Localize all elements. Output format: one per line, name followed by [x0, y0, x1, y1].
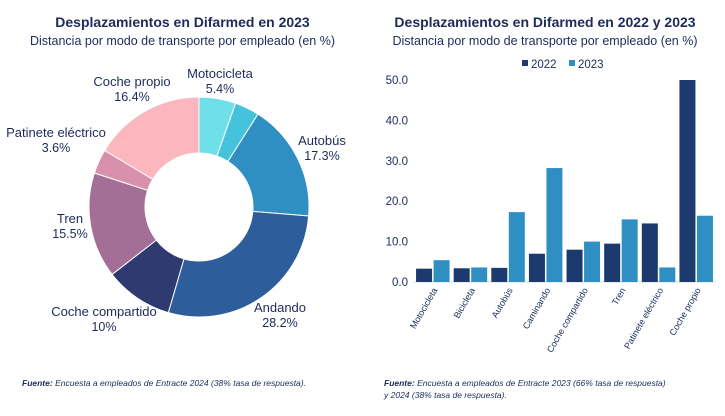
- pie-label: Motocicleta: [187, 66, 254, 81]
- y-tick-label: 50.0: [386, 75, 408, 87]
- pie-value-label: 5.4%: [206, 82, 235, 96]
- bar-chart-title: Desplazamientos en Difarmed en 2022 y 20…: [394, 14, 696, 30]
- y-tick-label: 30.0: [386, 156, 408, 168]
- bar-chart-source: Fuente: Encuesta a empleados de Entracte…: [384, 378, 666, 400]
- bar-2023-motocicleta: [433, 260, 450, 282]
- bar-2023-caminando: [546, 168, 563, 282]
- bar-chart-subtitle: Distancia por modo de transporte por emp…: [392, 34, 698, 48]
- donut-chart-source: Fuente: Encuesta a empleados de Entracte…: [22, 378, 306, 388]
- bar-2022-patinete-eléctrico: [641, 223, 658, 282]
- donut-chart-subtitle: Distancia por modo de transporte por emp…: [29, 34, 336, 48]
- bar-2023-autobús: [508, 212, 525, 282]
- pie-label: Coche compartido: [51, 304, 157, 319]
- bar-chart-panel: Desplazamientos en Difarmed en 2022 y 20…: [365, 0, 725, 416]
- x-tick-label: Tren: [610, 286, 628, 307]
- donut-chart-title: Desplazamientos en Difarmed en 2023: [55, 14, 310, 30]
- x-tick-label: Bicicleta: [452, 286, 477, 320]
- pie-label: Tren: [57, 211, 83, 226]
- bar-2023-tren: [621, 219, 638, 282]
- pie-value-label: 28.2%: [262, 316, 297, 330]
- x-tick-label: Coche compartido: [545, 286, 590, 354]
- y-tick-label: 0.0: [392, 277, 408, 289]
- y-tick-label: 20.0: [386, 196, 408, 208]
- x-tick-label: Autobús: [490, 286, 515, 320]
- bar-2023-coche-propio: [696, 215, 713, 282]
- pie-label: Andando: [254, 300, 306, 315]
- bar-2023-coche-compartido: [584, 241, 601, 282]
- x-tick-label: Caminando: [521, 286, 553, 331]
- donut-chart-panel: Desplazamientos en Difarmed en 2023 Dist…: [6, 14, 346, 388]
- pie-value-label: 3.6%: [42, 141, 71, 155]
- x-tick-label: Coche propio: [667, 286, 702, 337]
- bar-2022-autobús: [491, 267, 508, 282]
- pie-value-label: 10%: [91, 320, 116, 334]
- pie-slice-andando: [167, 210, 310, 318]
- bar-2022-bicicleta: [453, 268, 470, 282]
- bar-2022-motocicleta: [416, 268, 433, 282]
- bar-2022-caminando: [528, 253, 545, 282]
- pie-value-label: 16.4%: [114, 90, 149, 104]
- pie-slice-coche-propio: [103, 96, 200, 180]
- pie-label: Autobús: [298, 133, 346, 148]
- legend-swatch: [522, 60, 528, 66]
- x-tick-label: Patinete eléctrico: [622, 286, 665, 351]
- bar-2023-patinete-eléctrico: [659, 267, 676, 282]
- legend-label: 2023: [578, 59, 604, 71]
- legend-label: 2022: [531, 59, 557, 71]
- y-tick-label: 10.0: [386, 237, 408, 249]
- y-tick-label: 40.0: [386, 115, 408, 127]
- bar-chart: 0.0 10.0 20.0 30.0 40.0 50.0 2022 2023 Motocicle…: [386, 59, 715, 354]
- x-tick-label: Motocicleta: [408, 286, 439, 330]
- bar-2022-tren: [604, 243, 621, 282]
- bar-2022-coche-compartido: [566, 249, 583, 282]
- bar-2022-coche-propio: [679, 80, 696, 282]
- pie-value-label: 15.5%: [52, 227, 87, 241]
- pie-label: Coche propio: [93, 74, 170, 89]
- bar-2023-bicicleta: [471, 267, 488, 282]
- pie-value-label: 17.3%: [304, 149, 339, 163]
- pie-label: Patinete eléctrico: [6, 125, 106, 140]
- legend-swatch: [569, 60, 575, 66]
